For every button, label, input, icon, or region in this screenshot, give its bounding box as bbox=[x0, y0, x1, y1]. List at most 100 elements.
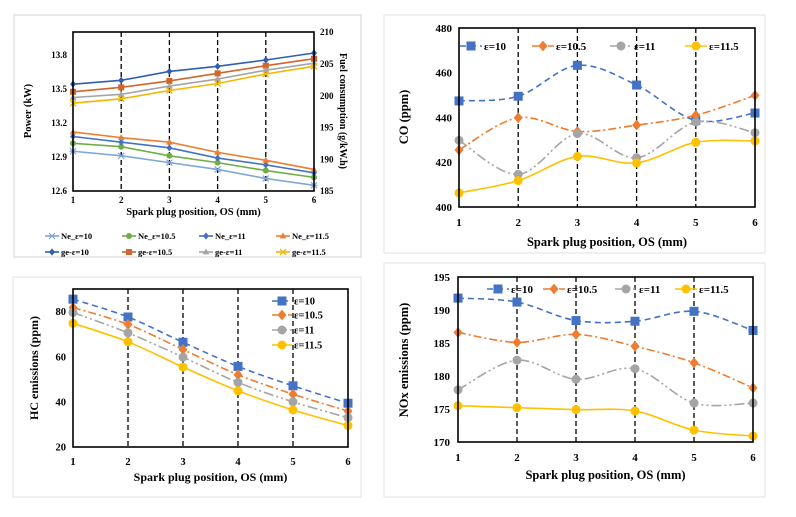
y-tick-label: 60 bbox=[56, 352, 67, 363]
data-point bbox=[214, 80, 222, 88]
legend-label: ge-ε=11.5 bbox=[292, 247, 326, 257]
data-point bbox=[262, 66, 270, 73]
series-line bbox=[72, 322, 349, 427]
legend-item: Ne_ε=11 bbox=[199, 231, 246, 241]
y2-tick-label: 205 bbox=[320, 59, 334, 69]
data-point bbox=[689, 306, 699, 316]
y-tick-label: 13.8 bbox=[51, 50, 67, 60]
data-point bbox=[691, 137, 701, 147]
series-line bbox=[72, 150, 315, 187]
x-tick-label: 2 bbox=[514, 452, 520, 464]
legend-item: ε=10.5 bbox=[532, 40, 587, 53]
data-point bbox=[571, 405, 581, 415]
data-point bbox=[513, 169, 523, 179]
y-tick-label: 420 bbox=[436, 157, 453, 169]
legend-marker bbox=[48, 232, 56, 240]
data-point bbox=[117, 95, 125, 103]
series-line bbox=[72, 131, 315, 171]
data-point bbox=[630, 406, 640, 416]
legend-marker bbox=[681, 284, 691, 294]
series-line bbox=[72, 62, 315, 99]
data-point bbox=[166, 152, 173, 159]
data-point bbox=[262, 167, 269, 174]
legend-label: ε=11 bbox=[634, 41, 655, 53]
y-tick-label: 190 bbox=[434, 305, 451, 317]
legend-marker bbox=[538, 40, 548, 52]
legend-item: ε=10.5 bbox=[543, 283, 598, 296]
data-point bbox=[117, 90, 125, 97]
data-point bbox=[214, 148, 221, 155]
legend-item: ε=10.5 bbox=[272, 309, 323, 322]
legend-marker bbox=[691, 41, 701, 51]
series-ε=11.5 bbox=[68, 318, 353, 431]
data-point bbox=[123, 328, 133, 338]
data-point bbox=[571, 316, 581, 326]
x-axis-label: Spark plug position, OS (mm) bbox=[525, 468, 685, 482]
legend-label: ε=11 bbox=[639, 284, 660, 296]
legend-label: ε=11 bbox=[294, 326, 314, 337]
y-tick-label: 170 bbox=[434, 437, 451, 449]
legend-marker bbox=[277, 340, 287, 350]
data-point bbox=[512, 403, 522, 413]
x-tick-label: 6 bbox=[750, 452, 756, 464]
legend-marker bbox=[126, 249, 132, 255]
legend-item: ε=11.5 bbox=[675, 284, 729, 296]
data-point bbox=[288, 381, 298, 391]
legend-item: ge-ε=10.5 bbox=[122, 247, 172, 257]
data-point bbox=[178, 337, 188, 347]
y2-tick-label: 200 bbox=[320, 91, 334, 101]
data-point bbox=[630, 316, 640, 326]
legend-marker bbox=[621, 284, 631, 294]
data-point bbox=[630, 364, 640, 374]
data-point bbox=[512, 355, 522, 365]
legend-marker bbox=[616, 41, 626, 51]
legend-item: Ne_ε=11.5 bbox=[276, 231, 329, 241]
data-point bbox=[165, 87, 173, 95]
series-line bbox=[72, 142, 315, 179]
y-tick-label: 460 bbox=[436, 68, 453, 80]
legend-item: ε=11.5 bbox=[272, 340, 322, 352]
series-line bbox=[72, 57, 315, 93]
legend-item: ge-ε=11 bbox=[199, 247, 242, 257]
series-Ne_ε=10 bbox=[69, 147, 318, 189]
y-tick-label: 40 bbox=[56, 398, 67, 409]
legend-label: ge-ε=11 bbox=[215, 247, 242, 257]
y-axis-label: Power (kW) bbox=[23, 83, 34, 138]
plot-frame bbox=[458, 27, 756, 208]
y-axis-label: NOx emissions (ppm) bbox=[397, 303, 411, 418]
legend-marker bbox=[202, 248, 210, 255]
legend-label: ε=11.5 bbox=[699, 284, 729, 296]
legend-item: Ne_ε=10 bbox=[45, 231, 92, 241]
series-line bbox=[72, 306, 349, 412]
series-line bbox=[72, 65, 315, 105]
x-tick-label: 4 bbox=[215, 195, 220, 205]
data-point bbox=[233, 361, 243, 371]
series-ε=11.5 bbox=[453, 401, 758, 441]
legend-label: Ne_ε=10.5 bbox=[138, 231, 176, 241]
data-point bbox=[178, 362, 188, 372]
data-point bbox=[118, 138, 125, 146]
legend-item: ε=10 bbox=[460, 41, 506, 53]
legend-label: ε=11.5 bbox=[294, 341, 322, 352]
legend-label: ge-ε=10 bbox=[61, 247, 89, 257]
plot-frame bbox=[457, 276, 754, 443]
x-tick-label: 6 bbox=[345, 457, 350, 468]
data-point bbox=[166, 67, 173, 76]
y-tick-label: 185 bbox=[434, 338, 451, 350]
legend-item: ε=11.5 bbox=[685, 41, 739, 53]
series-line bbox=[457, 297, 754, 332]
legend-label: ε=10.5 bbox=[294, 311, 323, 322]
x-tick-label: 5 bbox=[693, 217, 699, 229]
legend-marker bbox=[466, 41, 476, 51]
legend-item: ε=11 bbox=[615, 284, 660, 296]
x-tick-label: 1 bbox=[456, 217, 462, 229]
data-point bbox=[178, 344, 188, 355]
legend-marker bbox=[49, 248, 55, 256]
series-ge-ε=10 bbox=[70, 49, 317, 88]
data-point bbox=[214, 70, 221, 77]
series-line bbox=[72, 135, 315, 174]
data-point bbox=[630, 340, 640, 352]
legend-item: ε=10 bbox=[272, 296, 315, 308]
x-tick-label: 4 bbox=[235, 457, 241, 468]
